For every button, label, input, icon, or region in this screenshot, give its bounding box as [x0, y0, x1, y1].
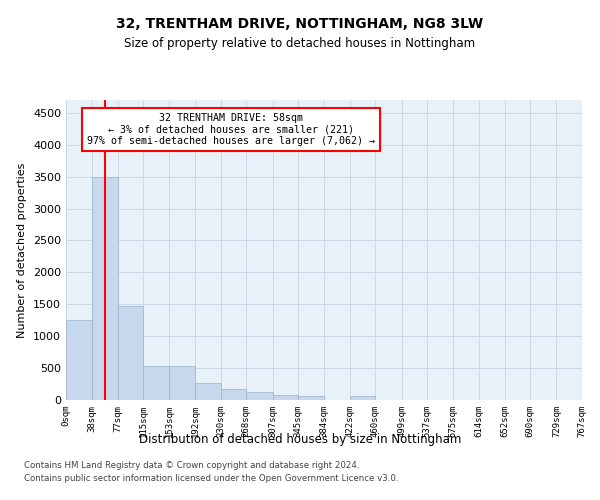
Text: Size of property relative to detached houses in Nottingham: Size of property relative to detached ho… [124, 38, 476, 51]
Bar [221, 388, 246, 400]
Bar [272, 395, 298, 400]
Bar [350, 396, 376, 400]
Bar [298, 396, 325, 400]
Text: 32, TRENTHAM DRIVE, NOTTINGHAM, NG8 3LW: 32, TRENTHAM DRIVE, NOTTINGHAM, NG8 3LW [116, 18, 484, 32]
Text: Distribution of detached houses by size in Nottingham: Distribution of detached houses by size … [139, 432, 461, 446]
Bar [246, 392, 272, 400]
Bar [92, 176, 118, 400]
Bar [66, 320, 92, 400]
Y-axis label: Number of detached properties: Number of detached properties [17, 162, 28, 338]
Text: Contains HM Land Registry data © Crown copyright and database right 2024.: Contains HM Land Registry data © Crown c… [24, 460, 359, 469]
Bar [143, 366, 169, 400]
Bar [195, 383, 221, 400]
Bar [118, 306, 143, 400]
Text: 32 TRENTHAM DRIVE: 58sqm
← 3% of detached houses are smaller (221)
97% of semi-d: 32 TRENTHAM DRIVE: 58sqm ← 3% of detache… [87, 113, 375, 146]
Text: Contains public sector information licensed under the Open Government Licence v3: Contains public sector information licen… [24, 474, 398, 483]
Bar [169, 366, 195, 400]
